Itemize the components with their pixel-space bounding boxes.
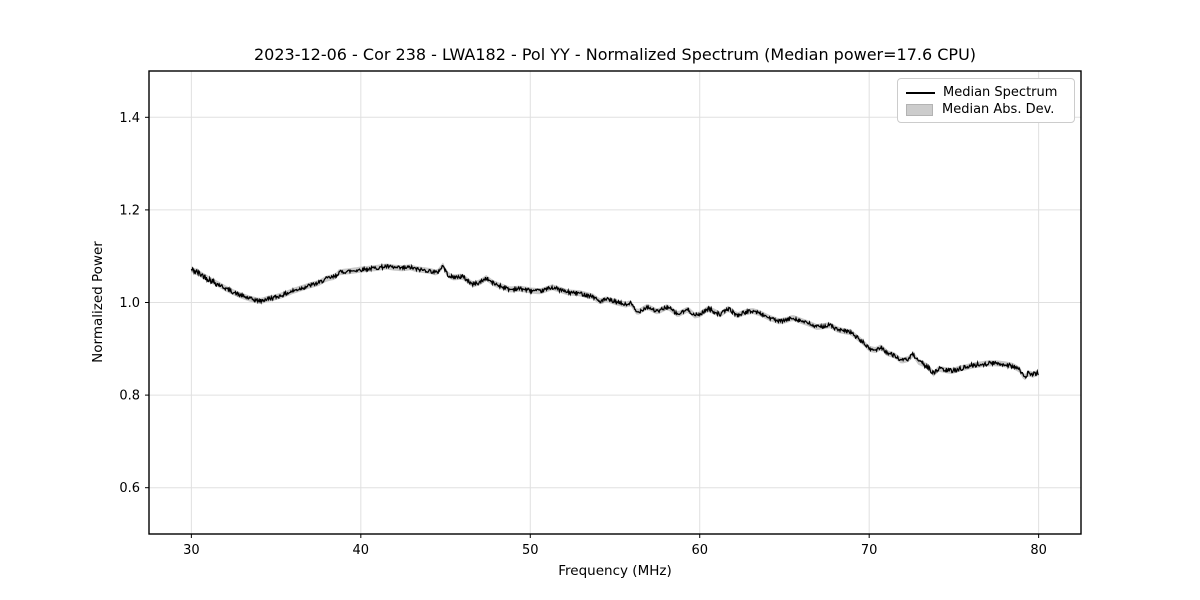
median-abs-dev-band [191,262,1038,381]
y-tick-label: 0.6 [119,481,140,496]
y-axis-label: Normalized Power [90,241,106,363]
x-tick-label: 40 [353,543,370,558]
y-tick-label: 1.4 [119,111,140,126]
legend-item-median-spectrum: Median Spectrum [906,84,1066,101]
x-tick-label: 70 [861,543,878,558]
median-spectrum-line [190,262,1039,380]
x-tick-label: 80 [1030,543,1047,558]
median-abs-dev-patch-swatch [906,103,933,116]
legend-item-median-abs-dev: Median Abs. Dev. [906,101,1066,118]
legend-label: Median Abs. Dev. [942,102,1055,117]
median-spectrum-line-swatch [906,91,935,94]
y-tick-label: 1.2 [119,203,140,218]
legend-label: Median Spectrum [943,85,1058,100]
y-tick-label: 1.0 [119,296,140,311]
chart-title: 2023-12-06 - Cor 238 - LWA182 - Pol YY -… [253,45,977,64]
x-axis-label: Frequency (MHz) [558,563,672,579]
legend: Median Spectrum Median Abs. Dev. [897,78,1075,123]
x-tick-label: 50 [522,543,539,558]
x-tick-label: 30 [183,543,200,558]
x-tick-label: 60 [691,543,708,558]
y-tick-label: 0.8 [119,389,140,404]
